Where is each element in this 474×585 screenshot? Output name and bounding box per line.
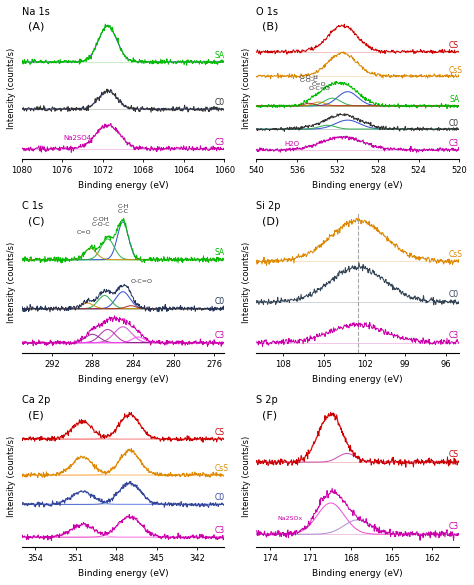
- Text: CsS: CsS: [214, 464, 228, 473]
- Text: Si 2p: Si 2p: [256, 201, 281, 211]
- Text: CS: CS: [449, 450, 459, 459]
- Text: C3: C3: [449, 522, 459, 531]
- Text: (F): (F): [263, 410, 278, 420]
- Text: C-O-H: C-O-H: [300, 74, 319, 80]
- Text: (E): (E): [27, 410, 43, 420]
- Text: C0: C0: [214, 297, 224, 307]
- Y-axis label: Intensity (counts/s): Intensity (counts/s): [242, 242, 251, 323]
- Text: C3: C3: [214, 137, 224, 147]
- Text: H2O: H2O: [284, 140, 300, 147]
- Text: CsS: CsS: [449, 66, 463, 75]
- Text: O-C=O: O-C=O: [130, 279, 152, 284]
- Text: CS: CS: [214, 428, 224, 437]
- Text: C3: C3: [449, 331, 459, 340]
- Text: C0: C0: [449, 290, 459, 300]
- Text: SA: SA: [214, 51, 224, 60]
- Y-axis label: Intensity (counts/s): Intensity (counts/s): [7, 436, 16, 517]
- Text: Na2SO4: Na2SO4: [63, 135, 91, 141]
- Text: Ca 2p: Ca 2p: [21, 395, 50, 405]
- Text: O-C=O: O-C=O: [308, 86, 330, 91]
- Text: C0: C0: [449, 119, 459, 128]
- Text: S 2p: S 2p: [256, 395, 278, 405]
- Y-axis label: Intensity (counts/s): Intensity (counts/s): [7, 47, 16, 129]
- Text: (D): (D): [263, 216, 280, 226]
- Text: SA: SA: [449, 95, 459, 104]
- Text: Na 1s: Na 1s: [21, 7, 49, 17]
- Text: C-O-C: C-O-C: [300, 78, 319, 84]
- Y-axis label: Intensity (counts/s): Intensity (counts/s): [242, 436, 251, 517]
- Text: CS: CS: [449, 41, 459, 50]
- Text: (B): (B): [263, 22, 279, 32]
- Text: C3: C3: [449, 139, 459, 148]
- Text: (C): (C): [27, 216, 44, 226]
- Text: SA: SA: [214, 249, 224, 257]
- Y-axis label: Intensity (counts/s): Intensity (counts/s): [7, 242, 16, 323]
- Text: C0: C0: [214, 493, 224, 503]
- Text: C0: C0: [214, 98, 224, 107]
- Text: CsS: CsS: [449, 250, 463, 259]
- Text: (A): (A): [27, 22, 44, 32]
- Text: Na2SOx: Na2SOx: [278, 516, 303, 521]
- Text: C=O: C=O: [77, 230, 91, 235]
- X-axis label: Binding energy (eV): Binding energy (eV): [312, 181, 403, 190]
- Text: C-OH: C-OH: [92, 217, 109, 222]
- Text: C3: C3: [214, 331, 224, 340]
- Text: C=O: C=O: [312, 82, 327, 87]
- Text: C-C: C-C: [118, 209, 128, 214]
- X-axis label: Binding energy (eV): Binding energy (eV): [78, 181, 168, 190]
- X-axis label: Binding energy (eV): Binding energy (eV): [78, 569, 168, 578]
- Text: C-O-C: C-O-C: [91, 222, 110, 227]
- Y-axis label: Intensity (counts/s): Intensity (counts/s): [242, 47, 251, 129]
- Text: O 1s: O 1s: [256, 7, 278, 17]
- X-axis label: Binding energy (eV): Binding energy (eV): [312, 569, 403, 578]
- X-axis label: Binding energy (eV): Binding energy (eV): [78, 375, 168, 384]
- Text: C3: C3: [214, 526, 224, 535]
- Text: C-H: C-H: [117, 204, 128, 209]
- Text: C 1s: C 1s: [21, 201, 43, 211]
- X-axis label: Binding energy (eV): Binding energy (eV): [312, 375, 403, 384]
